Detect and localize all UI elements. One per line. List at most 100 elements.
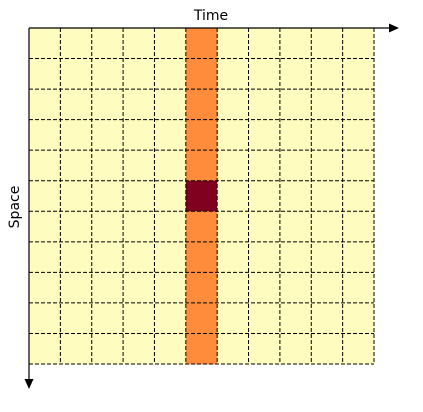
- cell: [342, 272, 375, 304]
- cell: [29, 211, 61, 243]
- cell: [29, 333, 61, 365]
- cell: [123, 180, 155, 212]
- cell: [279, 211, 312, 243]
- space-label: Space: [7, 186, 23, 229]
- cell: [185, 302, 218, 334]
- cell: [91, 302, 124, 334]
- cell: [342, 241, 375, 273]
- cell: [248, 302, 281, 334]
- cell: [185, 272, 218, 304]
- cell: [311, 89, 344, 121]
- cell: [29, 272, 61, 304]
- cell: [60, 58, 93, 90]
- cell: [217, 272, 250, 304]
- cell: [29, 58, 61, 90]
- cell: [311, 241, 344, 273]
- cell: [217, 89, 250, 121]
- cell: [217, 119, 250, 151]
- cell: [311, 302, 344, 334]
- cell: [154, 302, 187, 334]
- cell: [154, 119, 187, 151]
- cell: [217, 241, 250, 273]
- cell: [154, 150, 187, 182]
- cell: [185, 119, 218, 151]
- cell: [311, 150, 344, 182]
- cell: [217, 58, 250, 90]
- cell: [91, 58, 124, 90]
- cell: [248, 272, 281, 304]
- cell: [185, 28, 218, 60]
- cell: [123, 58, 155, 90]
- cell: [29, 119, 61, 151]
- cell: [248, 333, 281, 365]
- cells: [29, 28, 375, 365]
- cell: [60, 302, 93, 334]
- cell: [185, 211, 218, 243]
- cell: [123, 89, 155, 121]
- cell: [91, 119, 124, 151]
- cell: [342, 89, 375, 121]
- cell: [123, 272, 155, 304]
- cell: [123, 241, 155, 273]
- cell: [91, 150, 124, 182]
- cell: [185, 180, 218, 212]
- cell: [154, 211, 187, 243]
- cell: [60, 119, 93, 151]
- cell: [217, 333, 250, 365]
- cell: [279, 89, 312, 121]
- cell: [154, 272, 187, 304]
- cell: [29, 180, 61, 212]
- cell: [60, 28, 93, 60]
- cell: [248, 119, 281, 151]
- cell: [91, 89, 124, 121]
- cell: [29, 302, 61, 334]
- cell: [123, 333, 155, 365]
- cell: [91, 180, 124, 212]
- cell: [342, 58, 375, 90]
- cell: [60, 333, 93, 365]
- cell: [248, 180, 281, 212]
- cell: [123, 28, 155, 60]
- cell: [248, 89, 281, 121]
- cell: [60, 211, 93, 243]
- cell: [185, 58, 218, 90]
- time-label: Time: [193, 8, 228, 24]
- cell: [91, 211, 124, 243]
- cell: [154, 89, 187, 121]
- cell: [217, 302, 250, 334]
- cell: [248, 211, 281, 243]
- cell: [342, 119, 375, 151]
- cell: [311, 333, 344, 365]
- cell: [248, 28, 281, 60]
- cell: [29, 150, 61, 182]
- cell: [279, 150, 312, 182]
- cell: [342, 150, 375, 182]
- cell: [279, 302, 312, 334]
- cell: [60, 89, 93, 121]
- cell: [154, 58, 187, 90]
- cell: [279, 58, 312, 90]
- cell: [311, 272, 344, 304]
- cell: [279, 333, 312, 365]
- cell: [342, 28, 375, 60]
- cell: [217, 180, 250, 212]
- cell: [311, 119, 344, 151]
- cell: [342, 302, 375, 334]
- cell: [91, 241, 124, 273]
- cell: [248, 150, 281, 182]
- cell: [311, 211, 344, 243]
- cell: [60, 241, 93, 273]
- cell: [123, 119, 155, 151]
- cell: [217, 211, 250, 243]
- cell: [91, 333, 124, 365]
- cell: [279, 180, 312, 212]
- cell: [279, 241, 312, 273]
- cell: [29, 89, 61, 121]
- cell: [248, 58, 281, 90]
- cell: [279, 272, 312, 304]
- cell: [279, 28, 312, 60]
- cell: [154, 28, 187, 60]
- cell: [123, 150, 155, 182]
- cell: [60, 272, 93, 304]
- cell: [311, 180, 344, 212]
